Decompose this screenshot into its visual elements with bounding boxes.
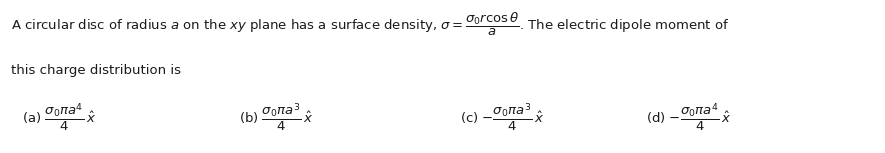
- Text: (c) $-\dfrac{\sigma_0\pi a^3}{4}\,\hat{x}$: (c) $-\dfrac{\sigma_0\pi a^3}{4}\,\hat{x…: [460, 101, 544, 133]
- Text: (d) $-\dfrac{\sigma_0\pi a^4}{4}\,\hat{x}$: (d) $-\dfrac{\sigma_0\pi a^4}{4}\,\hat{x…: [646, 101, 731, 133]
- Text: this charge distribution is: this charge distribution is: [11, 64, 181, 77]
- Text: (a) $\dfrac{\sigma_0\pi a^4}{4}\,\hat{x}$: (a) $\dfrac{\sigma_0\pi a^4}{4}\,\hat{x}…: [22, 101, 96, 133]
- Text: A circular disc of radius $a$ on the $xy$ plane has a surface density, $\sigma =: A circular disc of radius $a$ on the $xy…: [11, 11, 729, 38]
- Text: (b) $\dfrac{\sigma_0\pi a^3}{4}\,\hat{x}$: (b) $\dfrac{\sigma_0\pi a^3}{4}\,\hat{x}…: [239, 101, 313, 133]
